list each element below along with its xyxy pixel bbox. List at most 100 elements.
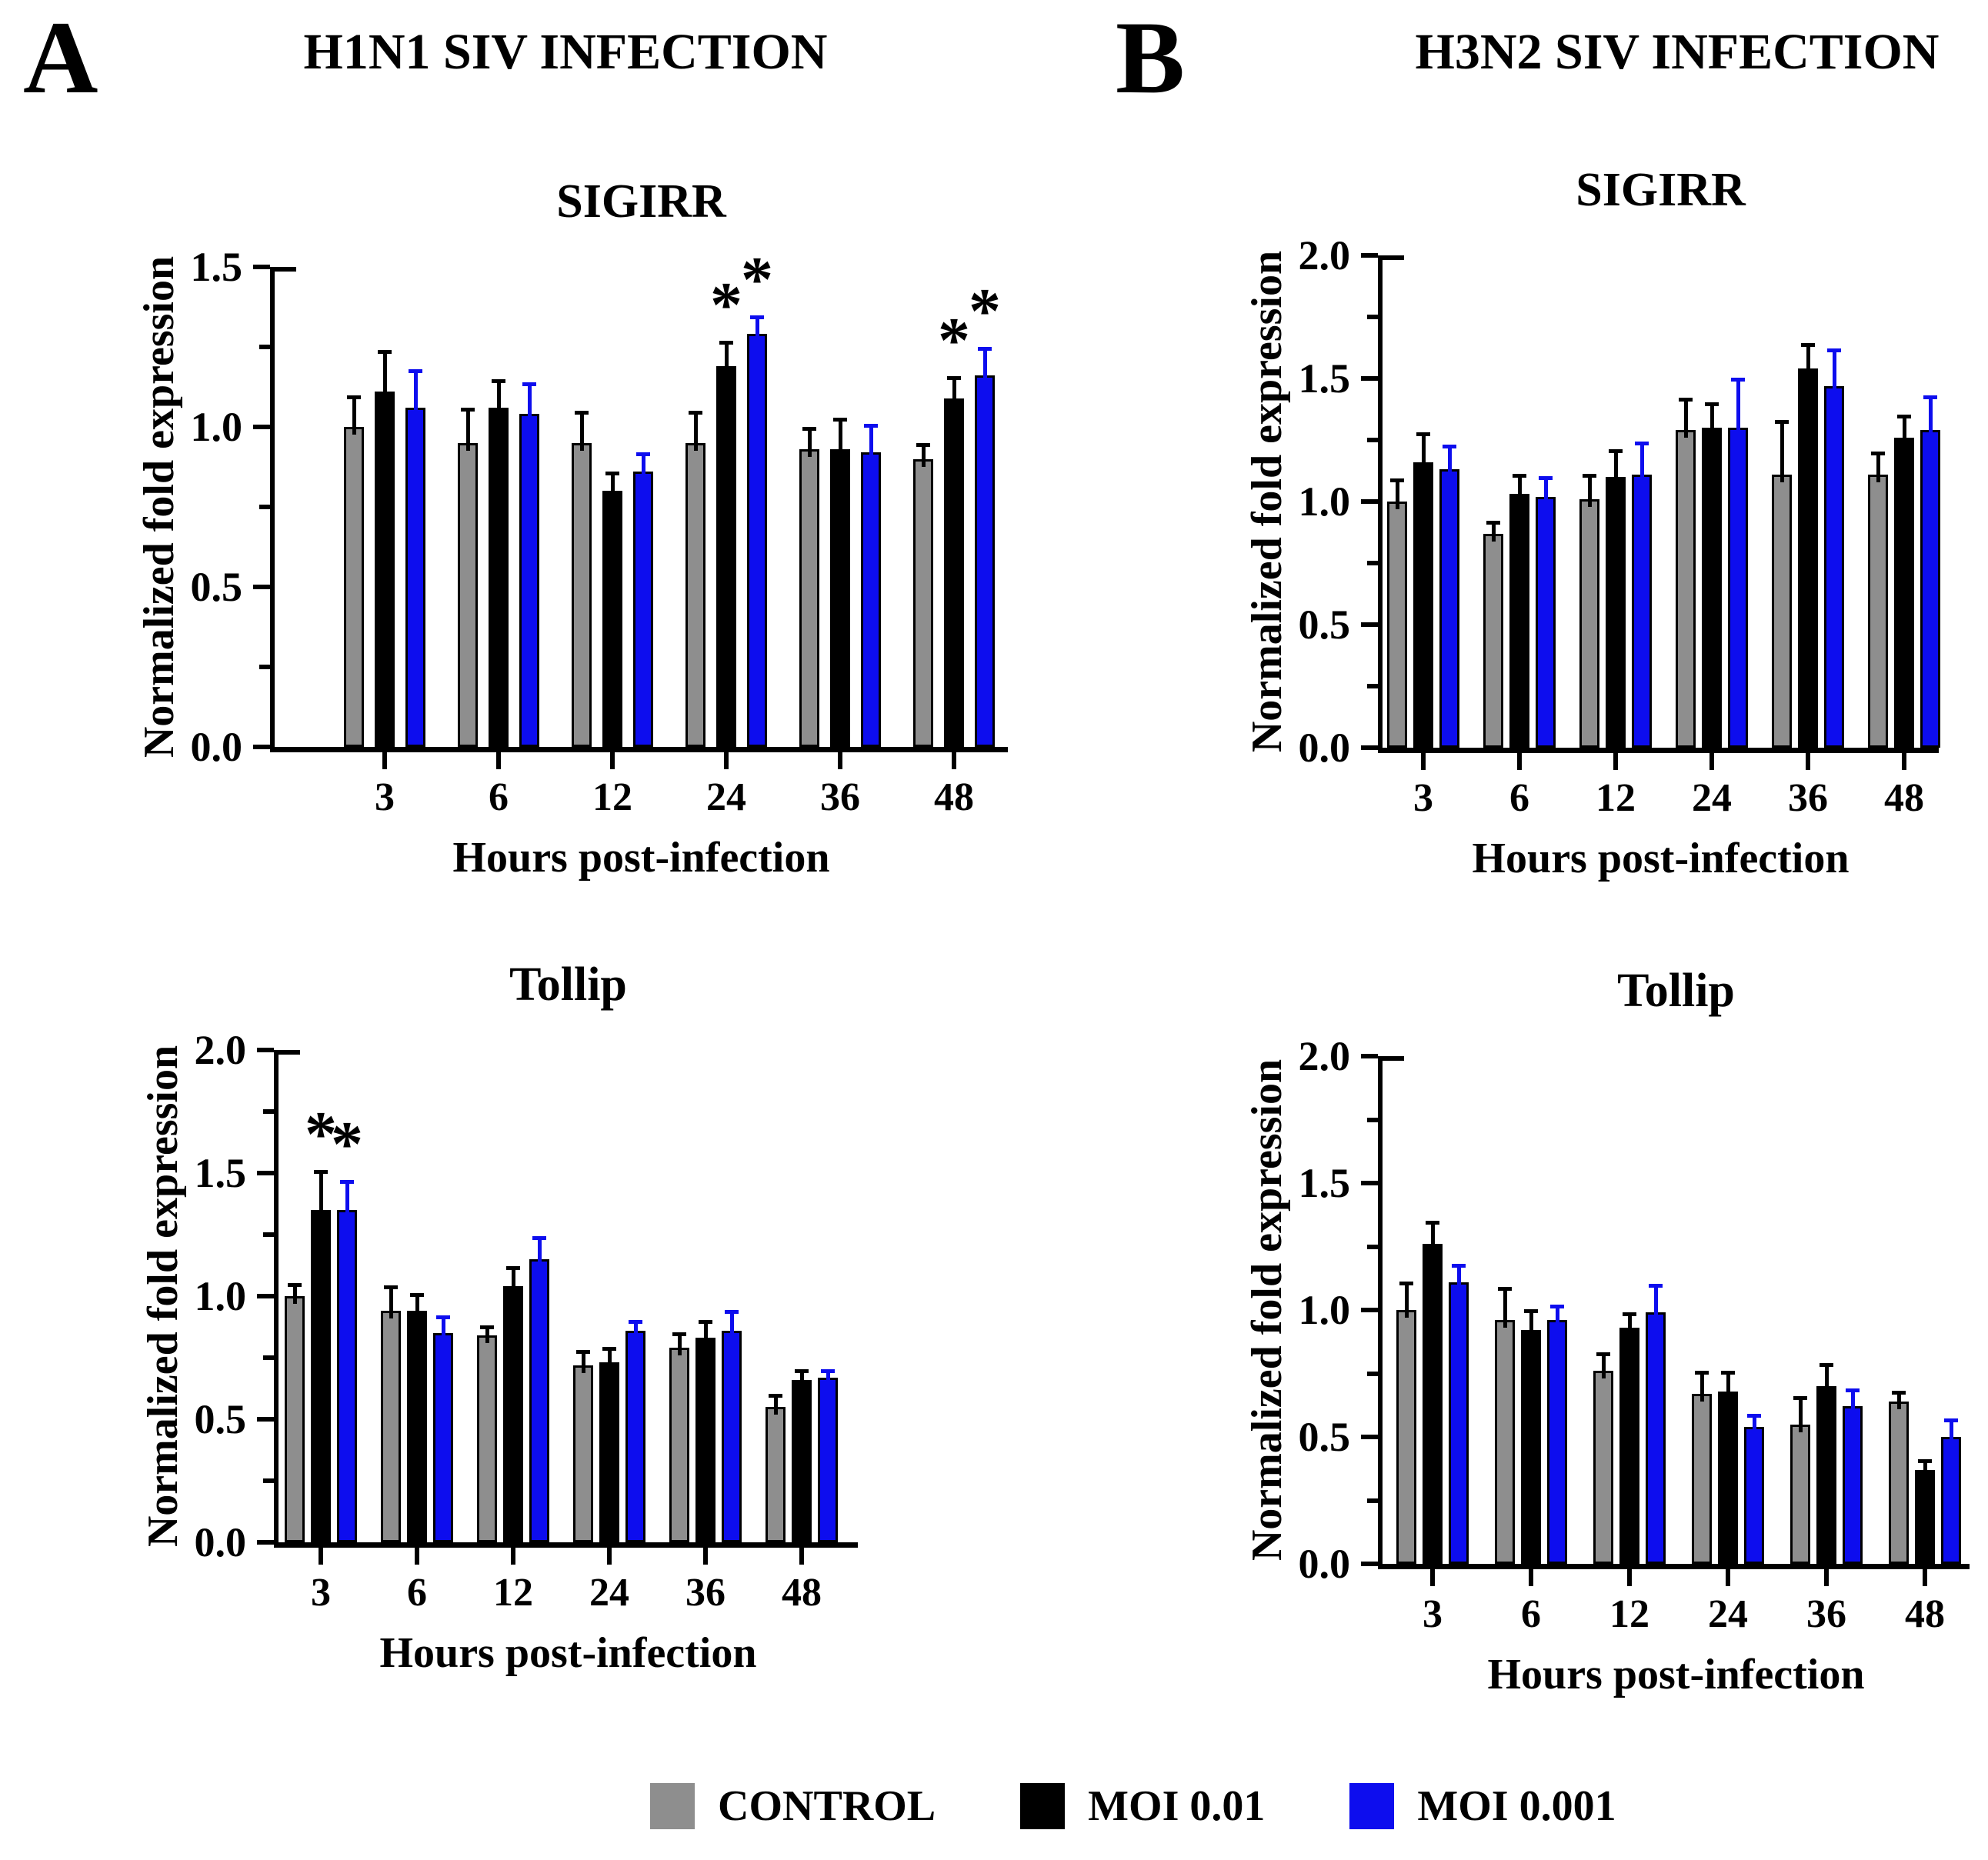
bar-b-tollip-48h-s0 — [1889, 1401, 1909, 1564]
bar-a-tollip-36h-s0 — [669, 1348, 689, 1542]
error-bar-stem — [1736, 381, 1740, 435]
x-tick — [415, 1548, 419, 1565]
y-axis — [1378, 255, 1383, 753]
bar-b-tollip-36h-s0 — [1790, 1424, 1810, 1564]
bar-a-tollip-12h-s1 — [503, 1286, 523, 1542]
error-bar-stem — [512, 1268, 515, 1295]
error-bar-stem — [1753, 1416, 1756, 1435]
error-bar-cap — [672, 1332, 686, 1337]
y-minor-tick — [1367, 561, 1378, 565]
legend-label-moi-0-001: MOI 0.001 — [1417, 1782, 1616, 1830]
y-minor-tick — [259, 665, 270, 669]
y-major-tick — [1361, 1181, 1378, 1185]
error-bar-stem — [383, 353, 387, 400]
bar-a-tollip-24h-s1 — [599, 1362, 619, 1542]
y-tick-label: 2.0 — [194, 1027, 247, 1073]
x-tick — [799, 1548, 804, 1565]
bar-a-tollip-3h-s1 — [311, 1210, 331, 1542]
x-tick — [838, 752, 842, 769]
error-bar-cap — [725, 1310, 739, 1315]
error-bar-cap — [314, 1170, 328, 1174]
legend-label-control: CONTROL — [718, 1782, 936, 1830]
error-bar-stem — [414, 372, 418, 416]
error-bar-stem — [319, 1173, 323, 1218]
error-bar-stem — [1799, 1398, 1803, 1432]
error-bar-stem — [1503, 1289, 1507, 1328]
error-bar-cap — [1609, 449, 1623, 453]
y-tick-label: 0.5 — [194, 1396, 247, 1442]
error-bar-stem — [839, 420, 842, 458]
error-bar-cap — [750, 315, 764, 319]
x-tick-label: 24 — [589, 1571, 629, 1615]
bar-a-sigirr-36h-s0 — [799, 449, 819, 747]
y-tick-label: 1.0 — [1298, 478, 1351, 525]
legend-item-control: CONTROL — [650, 1783, 936, 1829]
error-bar-cap — [602, 1347, 616, 1352]
x-axis — [274, 1542, 858, 1548]
bar-b-tollip-24h-s0 — [1692, 1393, 1712, 1564]
error-bar-stem — [1405, 1285, 1409, 1318]
error-bar-stem — [704, 1323, 708, 1346]
panel-b-title: H3N2 SIV INFECTION — [1415, 24, 1940, 80]
panel-a-title: H1N1 SIV INFECTION — [303, 24, 828, 80]
error-bar-cap — [1775, 419, 1789, 424]
x-axis-title: Hours post-infection — [452, 834, 830, 882]
bar-a-tollip-3h-s0 — [285, 1296, 305, 1542]
x-tick-label: 12 — [1596, 776, 1636, 820]
x-tick — [952, 752, 956, 769]
error-bar-stem — [1556, 1307, 1559, 1328]
error-bar-stem — [1923, 1462, 1927, 1478]
y-minor-tick — [1367, 438, 1378, 442]
error-bar-stem — [1876, 455, 1880, 482]
error-bar-cap — [1623, 1312, 1636, 1316]
bar-b-sigirr-12h-s0 — [1579, 498, 1599, 748]
y-minor-tick — [259, 345, 270, 349]
error-bar-cap — [575, 411, 589, 415]
x-tick-label: 36 — [1806, 1592, 1846, 1636]
x-tick-label: 48 — [1905, 1592, 1945, 1636]
error-bar-stem — [1710, 405, 1714, 435]
bar-b-sigirr-48h-s2 — [1920, 430, 1940, 748]
error-bar-cap — [461, 408, 475, 412]
y-tick-label: 1.0 — [1298, 1287, 1351, 1333]
bar-b-tollip-12h-s0 — [1593, 1371, 1613, 1564]
x-tick-label: 36 — [1788, 776, 1828, 820]
y-major-tick — [1361, 745, 1378, 750]
bar-b-tollip-24h-s1 — [1718, 1391, 1738, 1564]
error-bar-stem — [1588, 477, 1592, 507]
error-bar-stem — [1640, 445, 1644, 482]
bar-b-tollip-36h-s1 — [1816, 1386, 1836, 1564]
error-bar-cap — [384, 1285, 398, 1290]
y-axis — [270, 267, 275, 752]
error-bar-stem — [678, 1335, 682, 1356]
error-bar-stem — [808, 430, 812, 458]
error-bar-stem — [580, 414, 584, 451]
error-bar-stem — [293, 1286, 297, 1304]
error-bar-cap — [1793, 1395, 1807, 1400]
y-tick-label: 1.0 — [194, 1273, 247, 1319]
error-bar-cap — [1443, 444, 1456, 448]
error-bar-stem — [1396, 482, 1399, 509]
x-tick-label: 36 — [685, 1571, 725, 1615]
bar-a-sigirr-12h-s1 — [602, 491, 622, 747]
bar-b-sigirr-3h-s2 — [1439, 469, 1459, 748]
y-major-tick — [257, 1417, 274, 1422]
error-bar-cap — [605, 472, 619, 476]
error-bar-cap — [1747, 1413, 1761, 1418]
error-bar-stem — [611, 475, 615, 499]
error-bar-stem — [1806, 346, 1810, 377]
bar-b-sigirr-36h-s0 — [1772, 474, 1792, 748]
x-axis — [270, 747, 1008, 752]
y-major-tick — [1361, 1308, 1378, 1312]
error-bar-cap — [378, 350, 392, 355]
error-bar-cap — [636, 452, 650, 457]
bar-a-sigirr-24h-s0 — [685, 442, 705, 747]
x-tick-label: 3 — [1423, 1592, 1443, 1636]
error-bar-stem — [983, 350, 987, 384]
y-minor-tick — [1367, 1117, 1378, 1122]
bar-a-tollip-48h-s1 — [792, 1379, 812, 1542]
error-bar-cap — [821, 1369, 835, 1374]
bar-a-sigirr-12h-s0 — [572, 442, 592, 747]
x-tick — [496, 752, 501, 769]
error-bar-stem — [1518, 477, 1522, 502]
